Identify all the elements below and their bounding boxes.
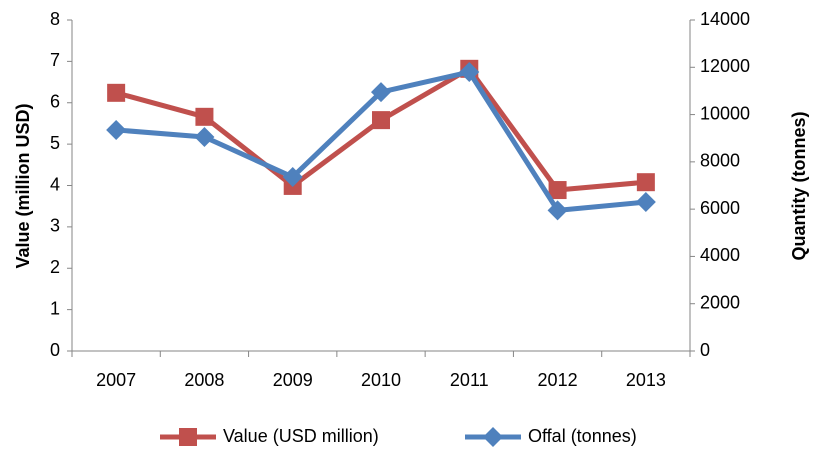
marker (635, 192, 656, 213)
x-tick-label: 2012 (538, 370, 578, 390)
y-tick-label: 8 (50, 9, 60, 29)
y-tick-label: 3 (50, 216, 60, 236)
y2-tick-label: 4000 (700, 245, 740, 265)
y2-axis-title: Quantity (tonnes) (789, 112, 809, 261)
y2-tick-label: 8000 (700, 151, 740, 171)
marker (195, 107, 214, 126)
marker (107, 83, 126, 102)
y2-tick-label: 14000 (700, 9, 750, 29)
marker (371, 82, 391, 103)
marker (548, 181, 567, 200)
x-tick-label: 2007 (96, 370, 136, 390)
x-tick-label: 2009 (273, 370, 313, 390)
y2-tick-label: 0 (700, 340, 710, 360)
y-tick-label: 4 (50, 174, 60, 194)
legend-label: Value (USD million) (223, 426, 379, 446)
marker (372, 111, 390, 130)
y2-tick-label: 2000 (700, 292, 740, 312)
x-tick-label: 2008 (184, 370, 224, 390)
marker (459, 62, 480, 83)
y-tick-label: 6 (50, 92, 60, 112)
x-tick-label: 2013 (626, 370, 666, 390)
marker (179, 428, 197, 446)
y-tick-label: 5 (50, 133, 60, 153)
y2-tick-label: 10000 (700, 103, 750, 123)
marker (547, 200, 568, 221)
x-tick-label: 2011 (450, 370, 489, 390)
y2-tick-label: 12000 (700, 56, 750, 76)
marker (194, 127, 215, 148)
y-axis-title: Value (million USD) (13, 103, 33, 268)
marker (282, 166, 303, 187)
x-tick-label: 2010 (361, 370, 401, 390)
marker (483, 427, 503, 447)
y-tick-label: 1 (50, 298, 60, 318)
y-tick-label: 2 (50, 257, 60, 277)
marker (636, 173, 655, 192)
marker (106, 119, 127, 140)
y2-tick-label: 6000 (700, 198, 740, 218)
y-tick-label: 0 (50, 340, 60, 360)
legend-label: Offal (tonnes) (528, 426, 637, 446)
y-tick-label: 7 (50, 50, 60, 70)
